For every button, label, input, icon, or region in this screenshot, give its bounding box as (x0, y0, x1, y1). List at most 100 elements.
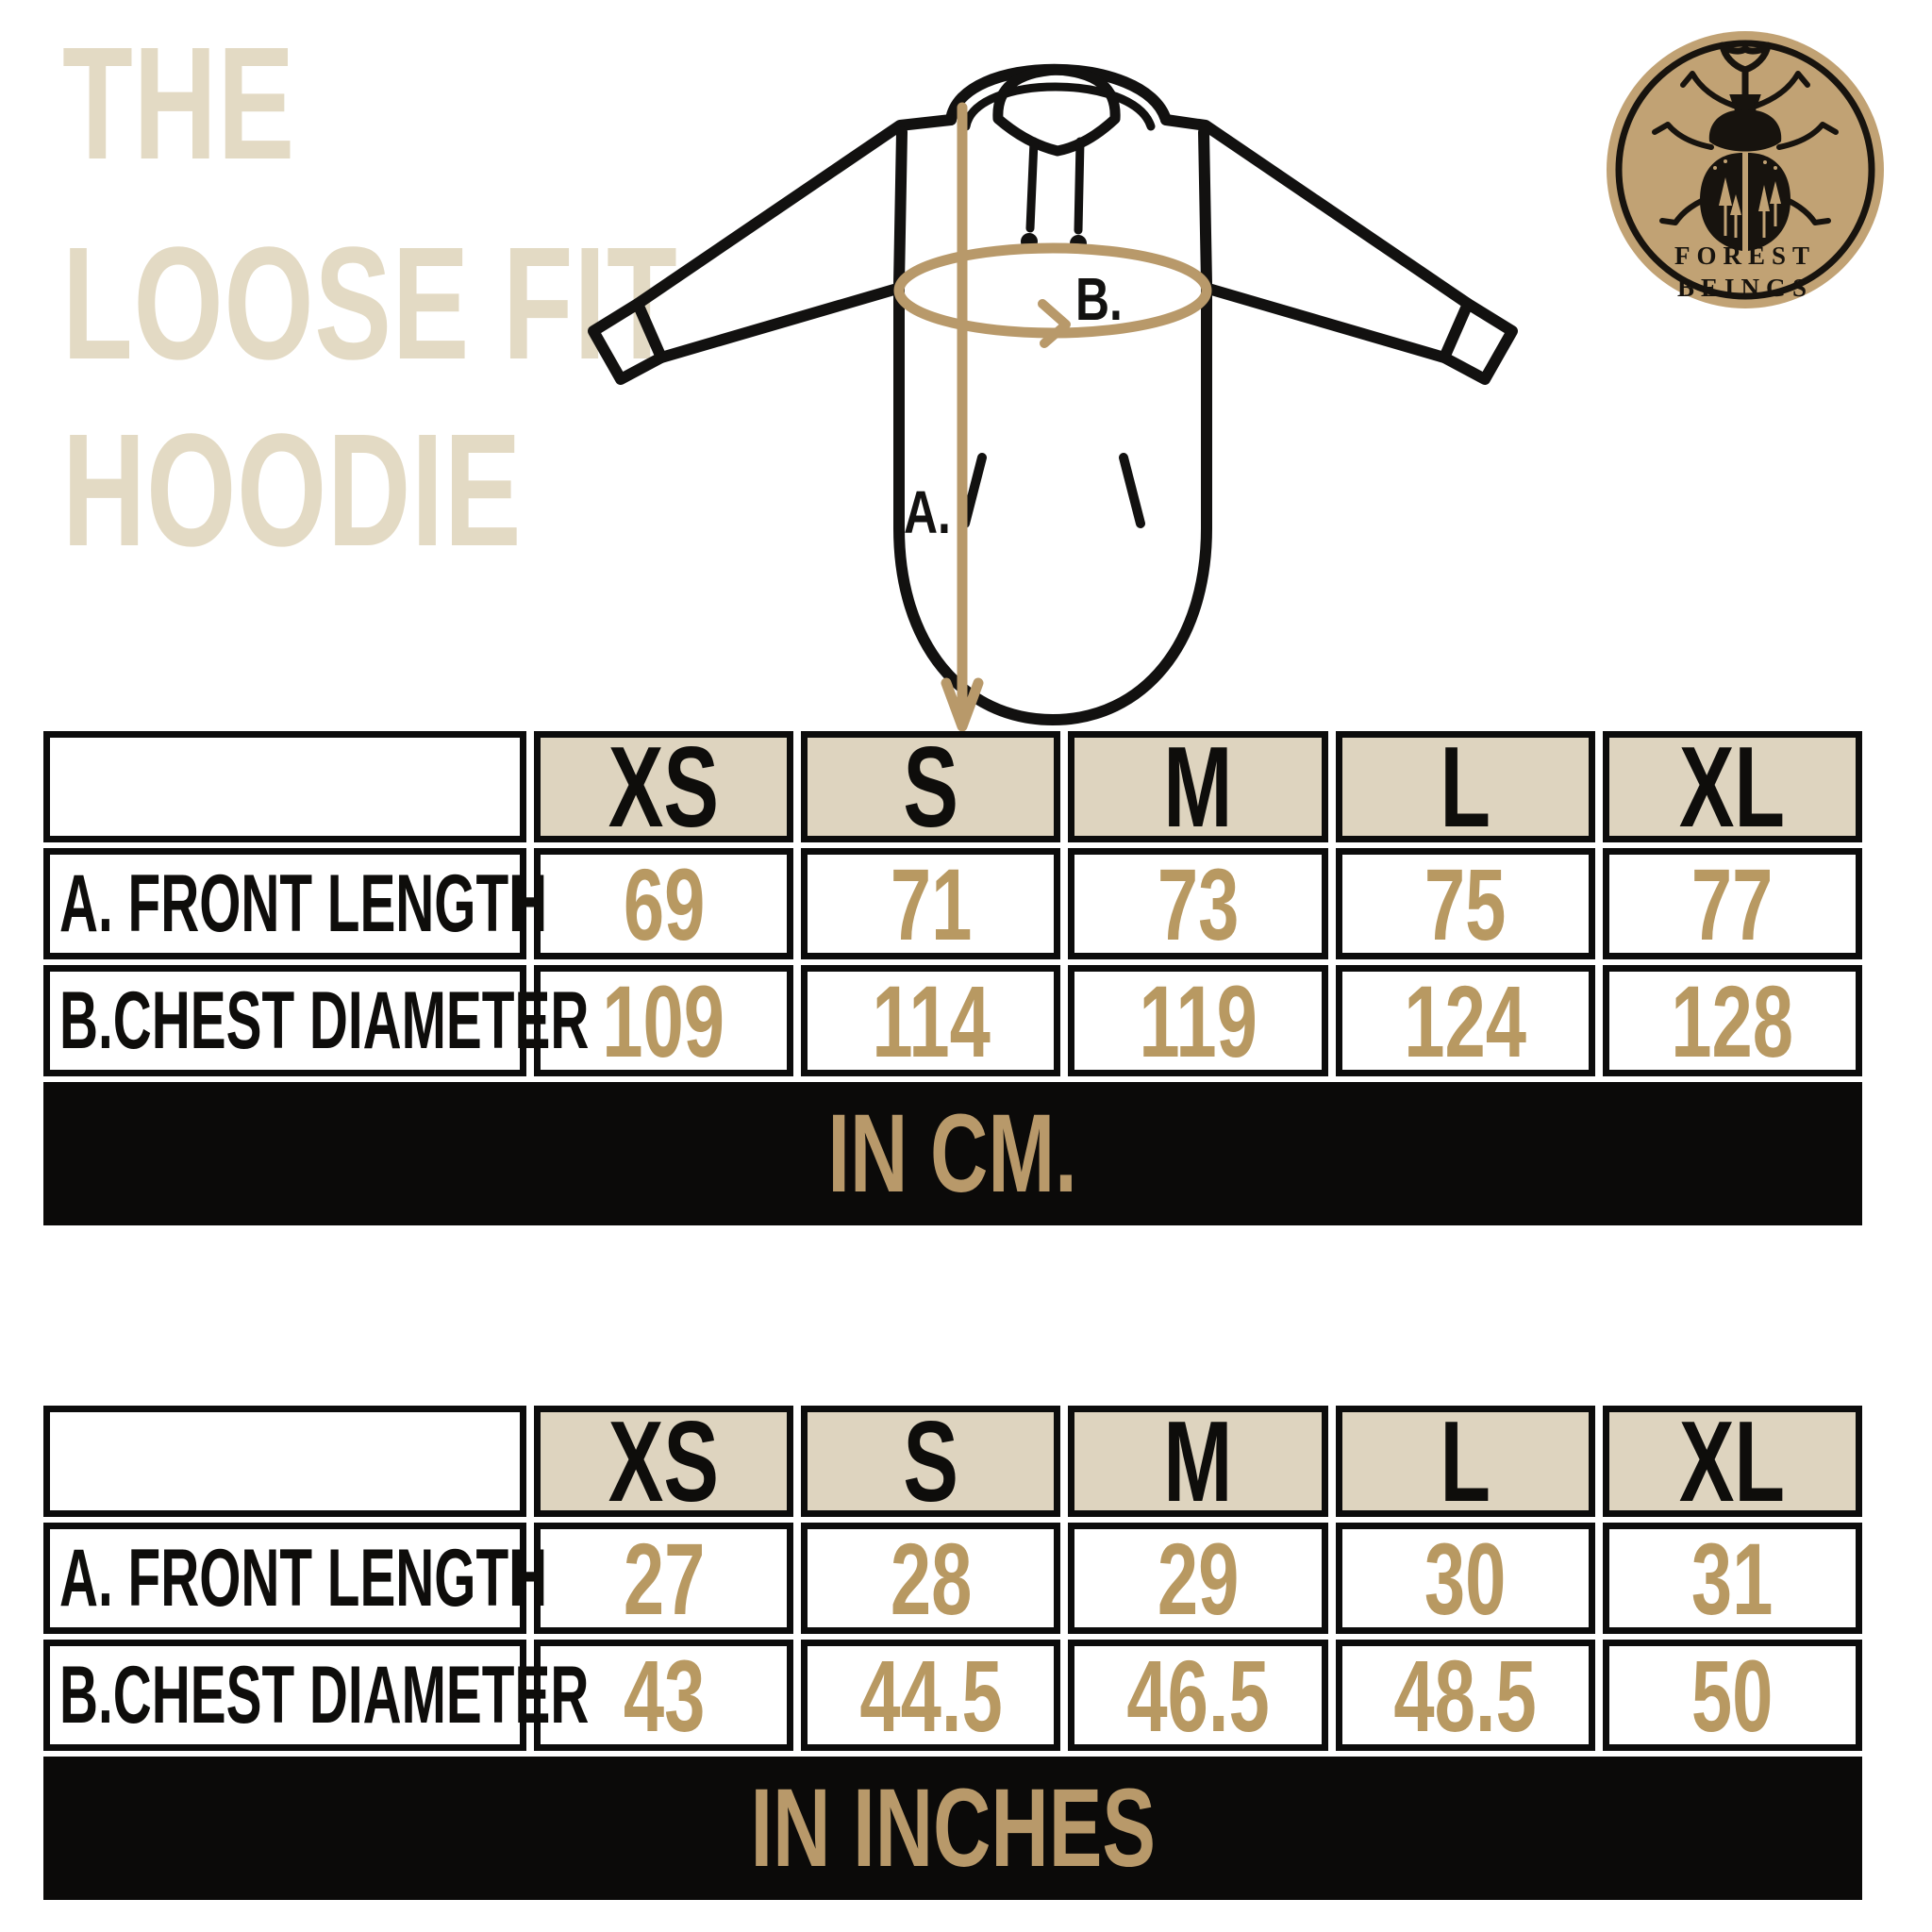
size-col-header-m: M (1068, 1397, 1328, 1525)
row-label-front-length: A. FRONT LENGTH (43, 1523, 547, 1634)
row-label-chest-diameter: B.CHEST DIAMETER (43, 1640, 589, 1751)
left-cuff (588, 298, 667, 385)
size-col-header-xl: XL (1602, 723, 1862, 851)
logo-brand-line-2: BEINGS (1677, 274, 1813, 302)
value-text: 77 (1691, 846, 1774, 961)
value-cell: 109 (534, 964, 794, 1078)
value-text: 29 (1157, 1521, 1240, 1636)
value-cell: 48.5 (1335, 1639, 1595, 1753)
value-text: 124 (1404, 963, 1527, 1078)
value-cell: 73 (1068, 847, 1328, 961)
value-cell: 114 (801, 964, 1061, 1078)
brand-logo-badge: FOREST BEINGS (1607, 31, 1884, 308)
chest-diameter-ellipse (893, 242, 1212, 339)
title-text-2: LOOSE FIT (62, 214, 678, 393)
right-cuff (1439, 298, 1518, 385)
title-text-1: THE (62, 14, 295, 193)
size-table-cm: XS S M L XL A. FRONT LENGTH 69 71 73 75 … (43, 723, 1862, 1078)
unit-bar-text: IN INCHES (750, 1766, 1156, 1890)
left-raglan-seam (893, 126, 908, 289)
value-cell: 46.5 (1068, 1639, 1328, 1753)
beetle-illustration (1652, 42, 1839, 251)
size-col-header-s: S (801, 1397, 1061, 1525)
value-text: 30 (1424, 1521, 1507, 1636)
size-col-header-l: L (1335, 1397, 1595, 1525)
pocket-lines (960, 453, 1145, 528)
value-text: 50 (1691, 1638, 1774, 1753)
title-line-2: LOOSE FIT (62, 224, 917, 384)
header-text: L (1440, 1397, 1491, 1525)
row-label-text: B.CHEST DIAMETER (59, 1649, 590, 1740)
value-cell: 31 (1602, 1522, 1862, 1636)
row-label-text: A. FRONT LENGTH (59, 858, 548, 949)
left-sleeve-top (632, 114, 957, 309)
row-label-text: A. FRONT LENGTH (59, 1532, 548, 1624)
size-col-header-xs: XS (534, 1397, 794, 1525)
unit-bar-inches: IN INCHES (43, 1757, 1862, 1900)
corner-cell (43, 1406, 526, 1517)
front-length-arrowhead (941, 677, 984, 732)
value-text: 27 (623, 1521, 705, 1636)
value-text: 28 (890, 1521, 973, 1636)
value-text: 75 (1424, 846, 1507, 961)
measurement-indicators (893, 102, 1212, 732)
value-cell: 128 (1602, 964, 1862, 1078)
right-raglan-seam (1198, 126, 1212, 289)
header-text: S (903, 723, 959, 851)
value-cell: 50 (1602, 1639, 1862, 1753)
value-text: 44.5 (859, 1638, 1003, 1753)
value-cell: 28 (801, 1522, 1061, 1636)
header-text: M (1163, 1397, 1233, 1525)
header-text: XL (1679, 1397, 1786, 1525)
header-text: M (1163, 723, 1233, 851)
value-text: 46.5 (1126, 1638, 1270, 1753)
size-col-header-xl: XL (1602, 1397, 1862, 1525)
value-cell: 69 (534, 847, 794, 961)
drawstrings (1025, 137, 1085, 235)
label-b-text: B. (1075, 266, 1123, 333)
value-text: 73 (1157, 846, 1240, 961)
hood-outer-line (945, 63, 1172, 125)
logo-brand-line-1: FOREST (1674, 242, 1816, 270)
value-cell: 27 (534, 1522, 794, 1636)
left-sleeve-underside (656, 283, 903, 363)
value-cell: 75 (1335, 847, 1595, 961)
label-a-text: A. (904, 479, 951, 546)
title-line-1: THE (62, 24, 386, 184)
corner-cell (43, 731, 526, 842)
value-text: 43 (623, 1638, 705, 1753)
value-text: 48.5 (1393, 1638, 1537, 1753)
value-text: 31 (1691, 1521, 1774, 1636)
size-col-header-l: L (1335, 723, 1595, 851)
size-col-header-m: M (1068, 723, 1328, 851)
unit-bar-text: IN CM. (827, 1091, 1078, 1216)
hood-face-opening (992, 64, 1121, 157)
header-text: L (1440, 723, 1491, 851)
value-text: 119 (1139, 963, 1257, 1078)
row-label-text: B.CHEST DIAMETER (59, 974, 590, 1066)
value-text: 71 (890, 846, 973, 961)
header-text: S (903, 1397, 959, 1525)
chest-ellipse-arrowhead (1038, 299, 1071, 348)
logo-circle (1607, 31, 1884, 308)
logo-ring (1615, 40, 1875, 300)
unit-bar-cm: IN CM. (43, 1082, 1862, 1225)
chest-diameter-label: B. (1075, 266, 1123, 333)
header-text: XS (608, 723, 720, 851)
title-line-3: HOODIE (62, 410, 701, 571)
size-col-header-s: S (801, 723, 1061, 851)
value-cell: 29 (1068, 1522, 1328, 1636)
value-cell: 44.5 (801, 1639, 1061, 1753)
title-text-3: HOODIE (62, 401, 523, 580)
value-cell: 77 (1602, 847, 1862, 961)
hoodie-outline (588, 63, 1518, 725)
hood-inner-line (961, 82, 1156, 131)
body-outline (893, 277, 1212, 725)
right-sleeve-top (1160, 114, 1474, 309)
front-length-label: A. (904, 479, 951, 546)
value-cell: 43 (534, 1639, 794, 1753)
row-label-front-length: A. FRONT LENGTH (43, 848, 547, 959)
value-text: 69 (623, 846, 705, 961)
value-cell: 71 (801, 847, 1061, 961)
